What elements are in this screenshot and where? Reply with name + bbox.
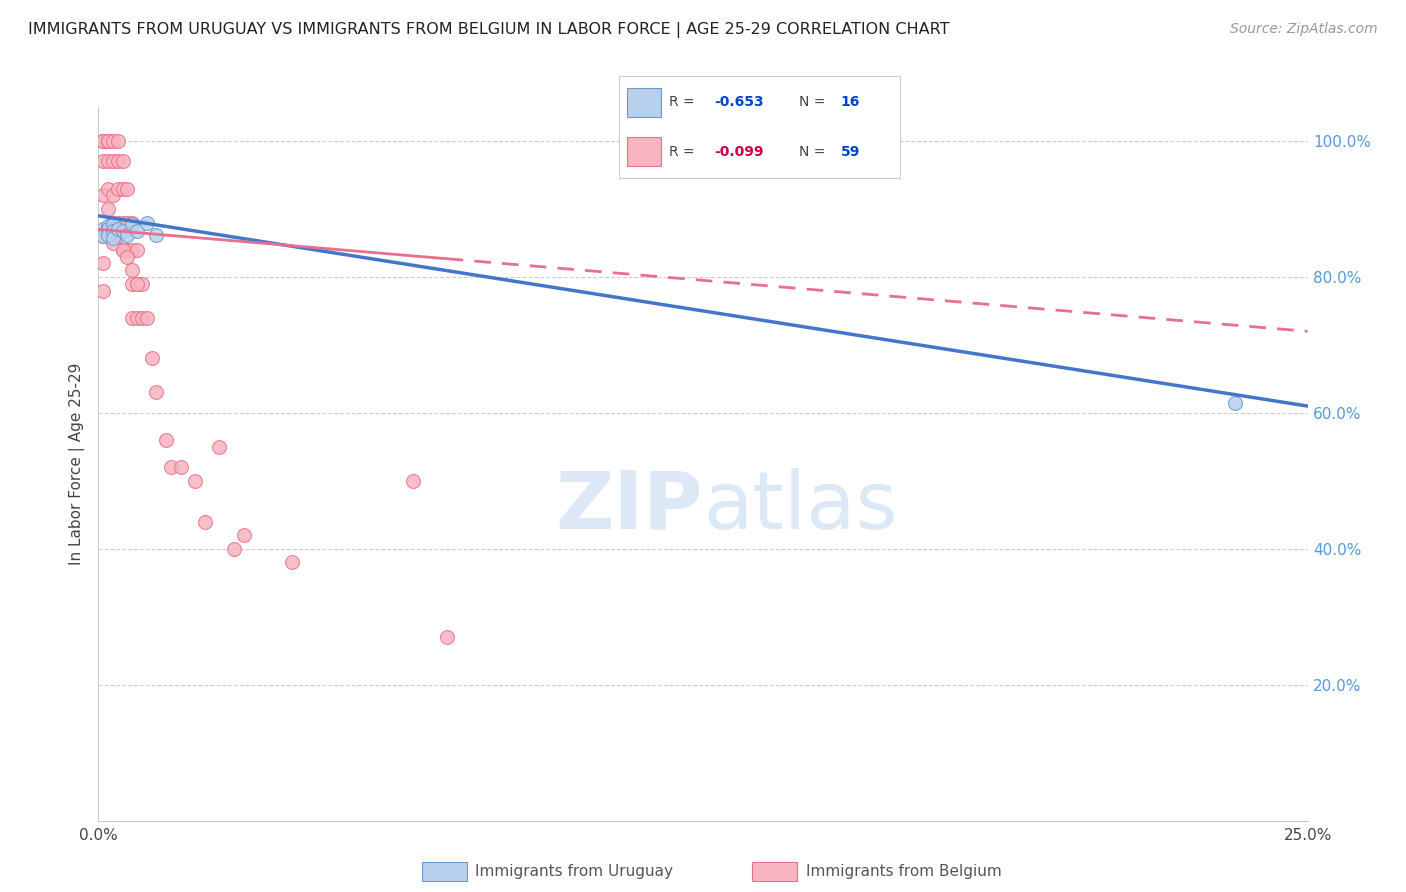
Point bbox=[101, 235, 124, 250]
Text: 59: 59 bbox=[841, 145, 860, 159]
Point bbox=[232, 528, 254, 542]
Point bbox=[121, 217, 143, 231]
Point bbox=[91, 188, 114, 202]
Point bbox=[97, 181, 120, 195]
Point bbox=[101, 134, 124, 148]
Text: Immigrants from Uruguay: Immigrants from Uruguay bbox=[475, 864, 673, 879]
Point bbox=[117, 250, 139, 264]
Text: atlas: atlas bbox=[703, 467, 897, 546]
Point bbox=[169, 460, 191, 475]
Point bbox=[101, 154, 124, 169]
Point bbox=[135, 216, 157, 230]
Text: R =: R = bbox=[669, 95, 699, 110]
Point bbox=[101, 188, 124, 202]
Y-axis label: In Labor Force | Age 25-29: In Labor Force | Age 25-29 bbox=[69, 363, 86, 565]
Point bbox=[91, 229, 114, 244]
Point bbox=[121, 216, 143, 230]
Point bbox=[127, 243, 149, 257]
Point bbox=[91, 134, 114, 148]
Point bbox=[107, 181, 129, 195]
Point bbox=[97, 154, 120, 169]
Point bbox=[97, 202, 120, 216]
Point bbox=[117, 181, 139, 195]
Text: N =: N = bbox=[799, 145, 830, 159]
Point bbox=[135, 310, 157, 325]
Point bbox=[117, 227, 139, 242]
Point bbox=[121, 277, 143, 291]
Point bbox=[131, 277, 153, 291]
Point bbox=[127, 224, 149, 238]
Text: -0.099: -0.099 bbox=[714, 145, 763, 159]
Point bbox=[111, 243, 134, 257]
Point bbox=[111, 243, 134, 257]
Point bbox=[436, 630, 458, 644]
Point bbox=[97, 227, 120, 242]
Point bbox=[160, 460, 183, 475]
Point bbox=[107, 216, 129, 230]
Text: N =: N = bbox=[799, 95, 830, 110]
Point bbox=[107, 222, 129, 236]
Point bbox=[402, 474, 425, 488]
Text: R =: R = bbox=[669, 145, 699, 159]
Text: Source: ZipAtlas.com: Source: ZipAtlas.com bbox=[1230, 22, 1378, 37]
Point bbox=[91, 256, 114, 270]
Point bbox=[91, 134, 114, 148]
Point bbox=[127, 277, 149, 291]
Point bbox=[107, 154, 129, 169]
Point bbox=[101, 217, 124, 231]
Point bbox=[145, 227, 167, 242]
Text: 16: 16 bbox=[841, 95, 860, 110]
Point bbox=[208, 440, 231, 454]
Point bbox=[111, 224, 134, 238]
Point bbox=[97, 134, 120, 148]
Point bbox=[121, 263, 143, 277]
Point bbox=[101, 231, 124, 245]
Point bbox=[145, 385, 167, 400]
Point bbox=[141, 351, 163, 366]
Text: -0.653: -0.653 bbox=[714, 95, 763, 110]
Point bbox=[117, 216, 139, 230]
Point bbox=[1223, 395, 1246, 409]
Point bbox=[107, 229, 129, 244]
FancyBboxPatch shape bbox=[627, 137, 661, 166]
Point bbox=[91, 134, 114, 148]
Point bbox=[97, 219, 120, 233]
Point bbox=[91, 284, 114, 298]
Text: IMMIGRANTS FROM URUGUAY VS IMMIGRANTS FROM BELGIUM IN LABOR FORCE | AGE 25-29 CO: IMMIGRANTS FROM URUGUAY VS IMMIGRANTS FR… bbox=[28, 22, 949, 38]
Point bbox=[121, 310, 143, 325]
Point bbox=[281, 555, 304, 569]
Point bbox=[91, 154, 114, 169]
Text: Immigrants from Belgium: Immigrants from Belgium bbox=[806, 864, 1001, 879]
Point bbox=[91, 229, 114, 244]
Point bbox=[91, 134, 114, 148]
Point bbox=[111, 181, 134, 195]
Point bbox=[121, 243, 143, 257]
Point bbox=[111, 216, 134, 230]
Point bbox=[101, 224, 124, 238]
Point bbox=[127, 277, 149, 291]
Point bbox=[184, 474, 207, 488]
FancyBboxPatch shape bbox=[627, 88, 661, 117]
Point bbox=[111, 154, 134, 169]
Point bbox=[97, 222, 120, 236]
Point bbox=[107, 134, 129, 148]
Point bbox=[101, 216, 124, 230]
Point bbox=[194, 515, 217, 529]
Point bbox=[131, 310, 153, 325]
Point bbox=[91, 222, 114, 236]
Point bbox=[155, 433, 177, 447]
Point bbox=[222, 541, 245, 556]
Point bbox=[117, 243, 139, 257]
Text: ZIP: ZIP bbox=[555, 467, 703, 546]
Point bbox=[127, 310, 149, 325]
Point bbox=[97, 134, 120, 148]
Point bbox=[97, 222, 120, 236]
